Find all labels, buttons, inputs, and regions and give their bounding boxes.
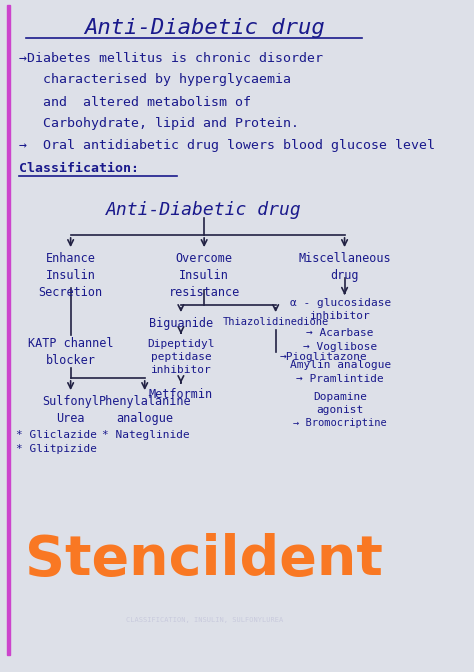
Text: KATP channel
blocker: KATP channel blocker xyxy=(28,337,113,367)
Text: Carbohydrate, lipid and Protein.: Carbohydrate, lipid and Protein. xyxy=(19,118,299,130)
Text: Stencildent: Stencildent xyxy=(25,533,383,587)
Text: Sulfonyl
Urea: Sulfonyl Urea xyxy=(42,395,99,425)
Text: CLASSIFICATION, INSULIN, SULFONYLUREA: CLASSIFICATION, INSULIN, SULFONYLUREA xyxy=(126,617,283,623)
Bar xyxy=(7,5,10,655)
Text: * Gliclazide: * Gliclazide xyxy=(16,430,97,440)
Text: → Acarbase: → Acarbase xyxy=(307,328,374,338)
Text: → Pramlintide: → Pramlintide xyxy=(296,374,384,384)
Text: Enhance
Insulin
Secretion: Enhance Insulin Secretion xyxy=(38,252,103,299)
Text: * Nateglinide: * Nateglinide xyxy=(101,430,190,440)
Text: →  Oral antidiabetic drug lowers blood glucose level: → Oral antidiabetic drug lowers blood gl… xyxy=(19,140,435,153)
Text: Phenylalanine
analogue: Phenylalanine analogue xyxy=(99,395,191,425)
Text: Thiazolidinedione: Thiazolidinedione xyxy=(222,317,329,327)
Text: →Pioglitazone: →Pioglitazone xyxy=(280,352,368,362)
Text: →Diabetes mellitus is chronic disorder: →Diabetes mellitus is chronic disorder xyxy=(19,52,323,65)
Text: α - glucosidase
inhibitor: α - glucosidase inhibitor xyxy=(290,298,391,321)
Text: Anti-Diabetic drug: Anti-Diabetic drug xyxy=(84,18,325,38)
Text: and  altered metabolism of: and altered metabolism of xyxy=(19,95,251,108)
Text: Metformin: Metformin xyxy=(149,388,213,401)
Text: Overcome
Insulin
resistance: Overcome Insulin resistance xyxy=(169,252,240,299)
Text: → Bromocriptine: → Bromocriptine xyxy=(293,418,387,428)
Text: Miscellaneous
drug: Miscellaneous drug xyxy=(298,252,391,282)
Text: Dipeptidyl
peptidase
inhibitor: Dipeptidyl peptidase inhibitor xyxy=(147,339,215,376)
Text: characterised by hyperglycaemia: characterised by hyperglycaemia xyxy=(19,73,291,87)
Text: Dopamine
agonist: Dopamine agonist xyxy=(313,392,367,415)
Text: Amylin analogue: Amylin analogue xyxy=(290,360,391,370)
Text: Biguanide: Biguanide xyxy=(149,317,213,330)
Text: * Glitpizide: * Glitpizide xyxy=(16,444,97,454)
Text: → Voglibose: → Voglibose xyxy=(303,342,377,352)
Text: Anti-Diabetic drug: Anti-Diabetic drug xyxy=(106,201,302,219)
Text: Classification:: Classification: xyxy=(19,161,139,175)
